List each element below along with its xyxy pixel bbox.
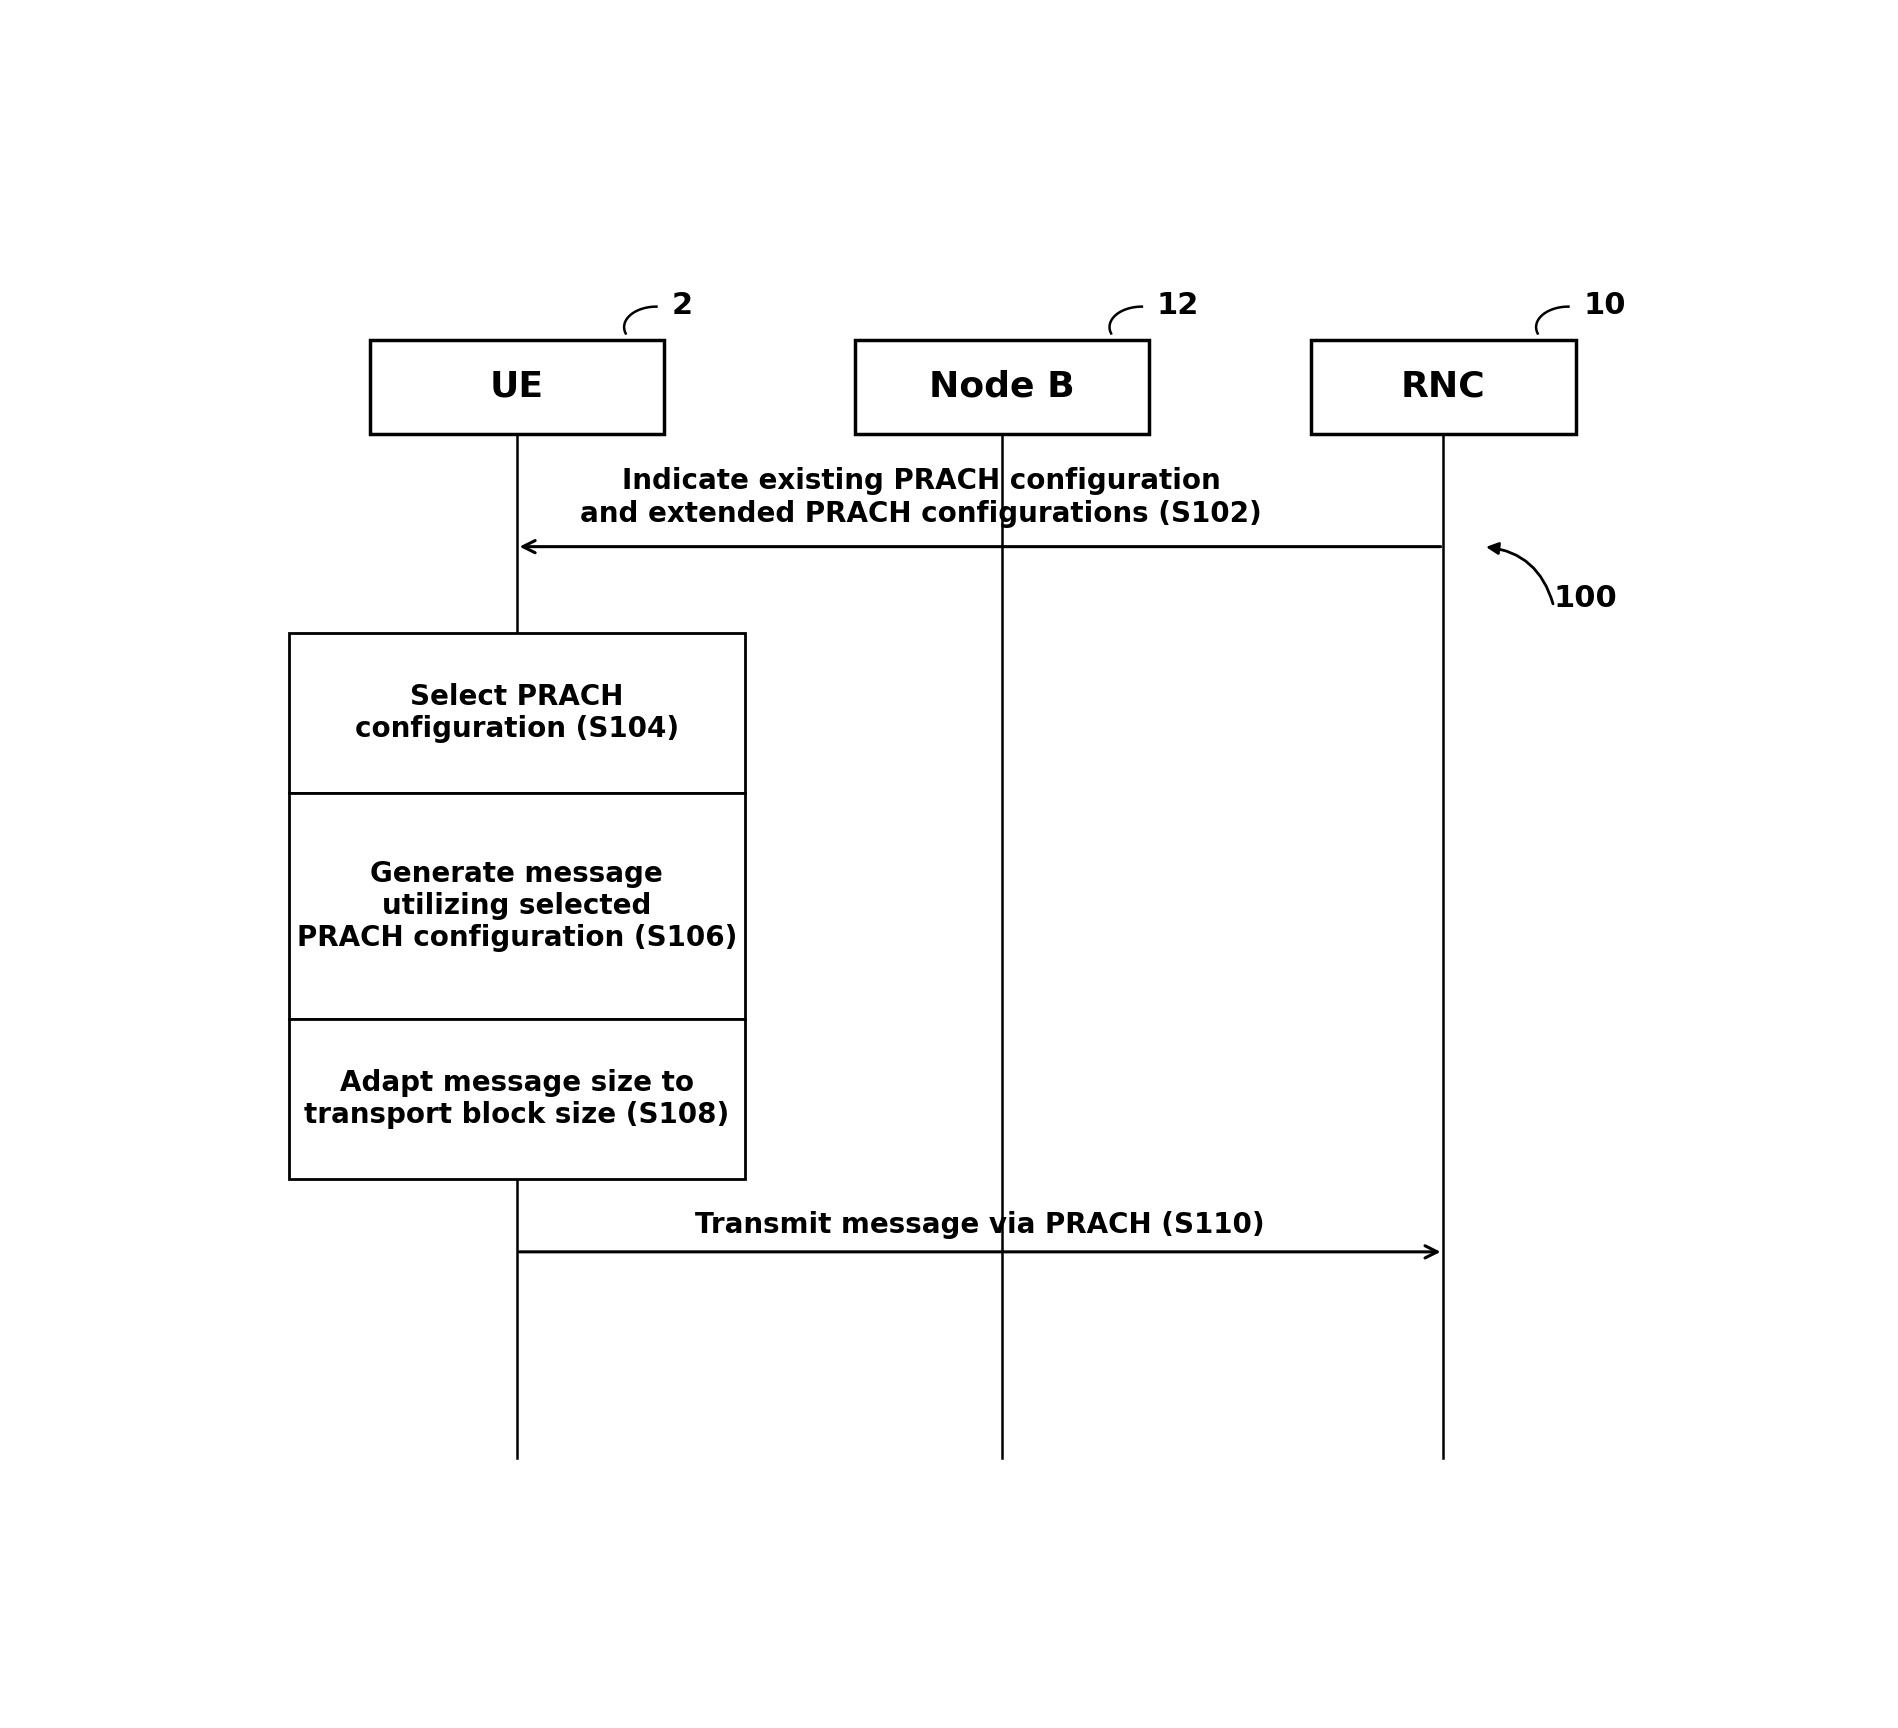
- Text: Select PRACH
configuration (S104): Select PRACH configuration (S104): [355, 683, 679, 743]
- Text: 12: 12: [1156, 292, 1200, 320]
- Text: Transmit message via PRACH (S110): Transmit message via PRACH (S110): [695, 1211, 1264, 1239]
- Bar: [1312, 340, 1575, 434]
- Text: Generate message
utilizing selected
PRACH configuration (S106): Generate message utilizing selected PRAC…: [296, 859, 736, 952]
- Text: Adapt message size to
transport block size (S108): Adapt message size to transport block si…: [304, 1068, 729, 1128]
- Bar: [288, 1020, 744, 1178]
- Text: Node B: Node B: [930, 370, 1074, 404]
- Text: UE: UE: [490, 370, 545, 404]
- Bar: [288, 632, 744, 793]
- Text: 10: 10: [1583, 292, 1627, 320]
- Text: 2: 2: [672, 292, 693, 320]
- Bar: [370, 340, 664, 434]
- Text: RNC: RNC: [1401, 370, 1486, 404]
- Text: Indicate existing PRACH configuration
and extended PRACH configurations (S102): Indicate existing PRACH configuration an…: [581, 467, 1262, 527]
- Bar: [854, 340, 1150, 434]
- Text: 100: 100: [1554, 584, 1617, 613]
- Bar: [288, 793, 744, 1020]
